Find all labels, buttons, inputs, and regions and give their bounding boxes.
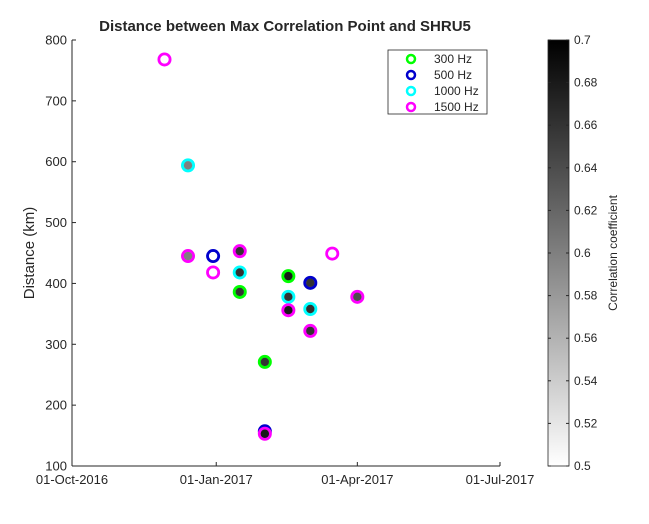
point-fill-1500-hz	[284, 306, 293, 315]
x-tick-label: 01-Jul-2017	[466, 472, 535, 487]
point-fill-300-hz	[235, 287, 244, 297]
point-ring-1500-hz	[157, 52, 172, 67]
data-points	[157, 52, 365, 441]
y-tick-label: 400	[45, 276, 67, 291]
colorbar-tick-label: 0.7	[574, 33, 591, 47]
y-tick-label: 600	[45, 154, 67, 169]
point-fill-1000-hz	[235, 268, 244, 277]
point-fill-1500-hz	[160, 55, 169, 64]
point-fill-1500-hz	[328, 249, 337, 258]
point-fill-300-hz	[284, 271, 293, 281]
colorbar-tick-label: 0.62	[574, 203, 598, 217]
point-ring-500-hz	[206, 249, 221, 264]
point-ring-1500-hz	[350, 289, 365, 304]
y-tick-label: 200	[45, 398, 67, 413]
legend-box	[387, 49, 488, 115]
legend-label: 500 Hz	[434, 68, 472, 82]
point-ring-1000-hz	[281, 289, 296, 304]
point-fill-1500-hz	[208, 268, 218, 277]
colorbar: 0.5 0.52 0.54 0.56 0.58 0.6 0.62 0.64 0.66 0.68 0.…	[547, 33, 620, 473]
x-tick-label: 01-Apr-2017	[321, 472, 393, 487]
point-ring-500-hz	[303, 275, 318, 290]
colorbar-tick-label: 0.58	[574, 289, 598, 303]
point-fill-1500-hz	[235, 246, 244, 256]
legend-marker	[405, 101, 417, 113]
colorbar-tick-label: 0.68	[574, 76, 598, 90]
point-fill-1500-hz	[306, 326, 315, 336]
y-axis-label: Distance (km)	[21, 207, 38, 300]
point-ring-1500-hz	[206, 265, 221, 280]
colorbar-ticks: 0.5 0.52 0.54 0.56 0.58 0.6 0.62 0.64 0.66 0.68 0.…	[548, 33, 598, 473]
y-tick-label: 100	[45, 459, 67, 474]
point-ring-1500-hz	[303, 323, 318, 338]
legend-label: 1000 Hz	[434, 84, 479, 98]
point-ring-1000-hz	[181, 158, 196, 173]
point-fill-1000-hz	[183, 161, 193, 170]
point-ring-1500-hz	[181, 249, 196, 264]
point-fill-1500-hz	[353, 292, 362, 302]
colorbar-tick-label: 0.56	[574, 331, 598, 345]
colorbar-label: Correlation coefficient	[606, 194, 620, 311]
y-tick-label: 300	[45, 337, 67, 352]
y-tick-label: 500	[45, 215, 67, 230]
point-ring-1500-hz	[325, 246, 340, 261]
point-ring-300-hz	[281, 269, 296, 284]
point-ring-300-hz	[257, 354, 272, 369]
legend-marker	[405, 53, 417, 65]
point-fill-500-hz	[306, 278, 315, 288]
point-fill-300-hz	[260, 357, 270, 367]
point-fill-1000-hz	[284, 292, 293, 302]
colorbar-tick-label: 0.52	[574, 416, 598, 430]
point-ring-1500-hz	[281, 303, 296, 318]
point-ring-1500-hz	[232, 244, 247, 259]
x-tick-label: 01-Oct-2016	[36, 472, 108, 487]
point-fill-1500-hz	[260, 429, 270, 438]
point-ring-300-hz	[232, 284, 247, 299]
colorbar-tick-label: 0.54	[574, 374, 598, 388]
colorbar-gradient	[547, 39, 570, 467]
point-fill-500-hz	[208, 251, 218, 261]
colorbar-tick-label: 0.6	[574, 246, 591, 260]
point-ring-1500-hz	[257, 426, 272, 441]
chart-title: Distance between Max Correlation Point a…	[99, 18, 471, 35]
x-tick-label: 01-Jan-2017	[180, 472, 253, 487]
legend-label: 300 Hz	[434, 52, 472, 66]
point-ring-1000-hz	[303, 301, 318, 316]
point-fill-1500-hz	[183, 251, 193, 261]
point-fill-1000-hz	[306, 304, 315, 314]
legend-label: 1500 Hz	[434, 100, 479, 114]
y-tick-label: 700	[45, 93, 67, 108]
y-axis-ticks: 100 200 300 400 500 600 700 800	[45, 33, 76, 474]
point-ring-1000-hz	[232, 265, 247, 280]
colorbar-tick-label: 0.5	[574, 459, 591, 473]
legend-marker	[405, 69, 417, 81]
legend-marker	[405, 85, 417, 97]
colorbar-tick-label: 0.64	[574, 161, 598, 175]
colorbar-tick-label: 0.66	[574, 118, 598, 132]
legend: 300 Hz 500 Hz 1000 Hz 1500 Hz	[387, 49, 488, 115]
y-tick-label: 800	[45, 33, 67, 48]
x-axis-ticks: 01-Oct-2016 01-Jan-2017 01-Apr-2017 01-Jul-…	[36, 462, 534, 487]
